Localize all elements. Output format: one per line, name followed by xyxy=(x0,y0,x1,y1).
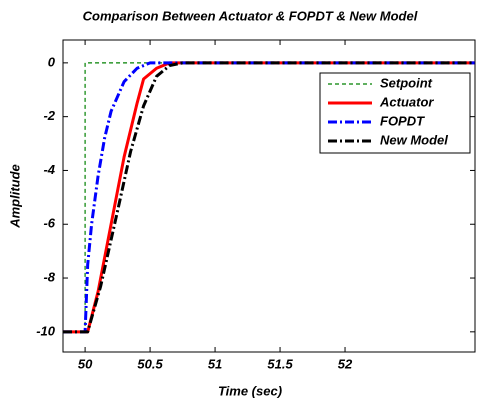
x-tick-label: 52 xyxy=(338,356,353,371)
legend-label: New Model xyxy=(380,132,448,147)
legend-label: Actuator xyxy=(379,94,434,109)
x-tick-label: 51 xyxy=(208,356,222,371)
y-tick-label: -4 xyxy=(43,162,55,177)
legend-label: Setpoint xyxy=(380,75,433,90)
y-tick-label: 0 xyxy=(48,54,56,69)
x-axis-label: Time (sec) xyxy=(218,383,282,398)
series-line xyxy=(63,61,475,334)
x-tick-label: 50 xyxy=(78,356,93,371)
y-axis-label: Amplitude xyxy=(7,164,22,229)
legend-label: FOPDT xyxy=(380,113,425,128)
y-tick-label: -8 xyxy=(43,269,55,284)
y-tick-label: -10 xyxy=(36,323,56,338)
series-line xyxy=(63,61,475,334)
x-tick-label: 50.5 xyxy=(137,356,163,371)
y-tick-label: -2 xyxy=(43,108,55,123)
chart-title: Comparison Between Actuator & FOPDT & Ne… xyxy=(83,8,418,23)
y-tick-label: -6 xyxy=(43,216,55,231)
x-tick-label: 51.5 xyxy=(267,356,293,371)
